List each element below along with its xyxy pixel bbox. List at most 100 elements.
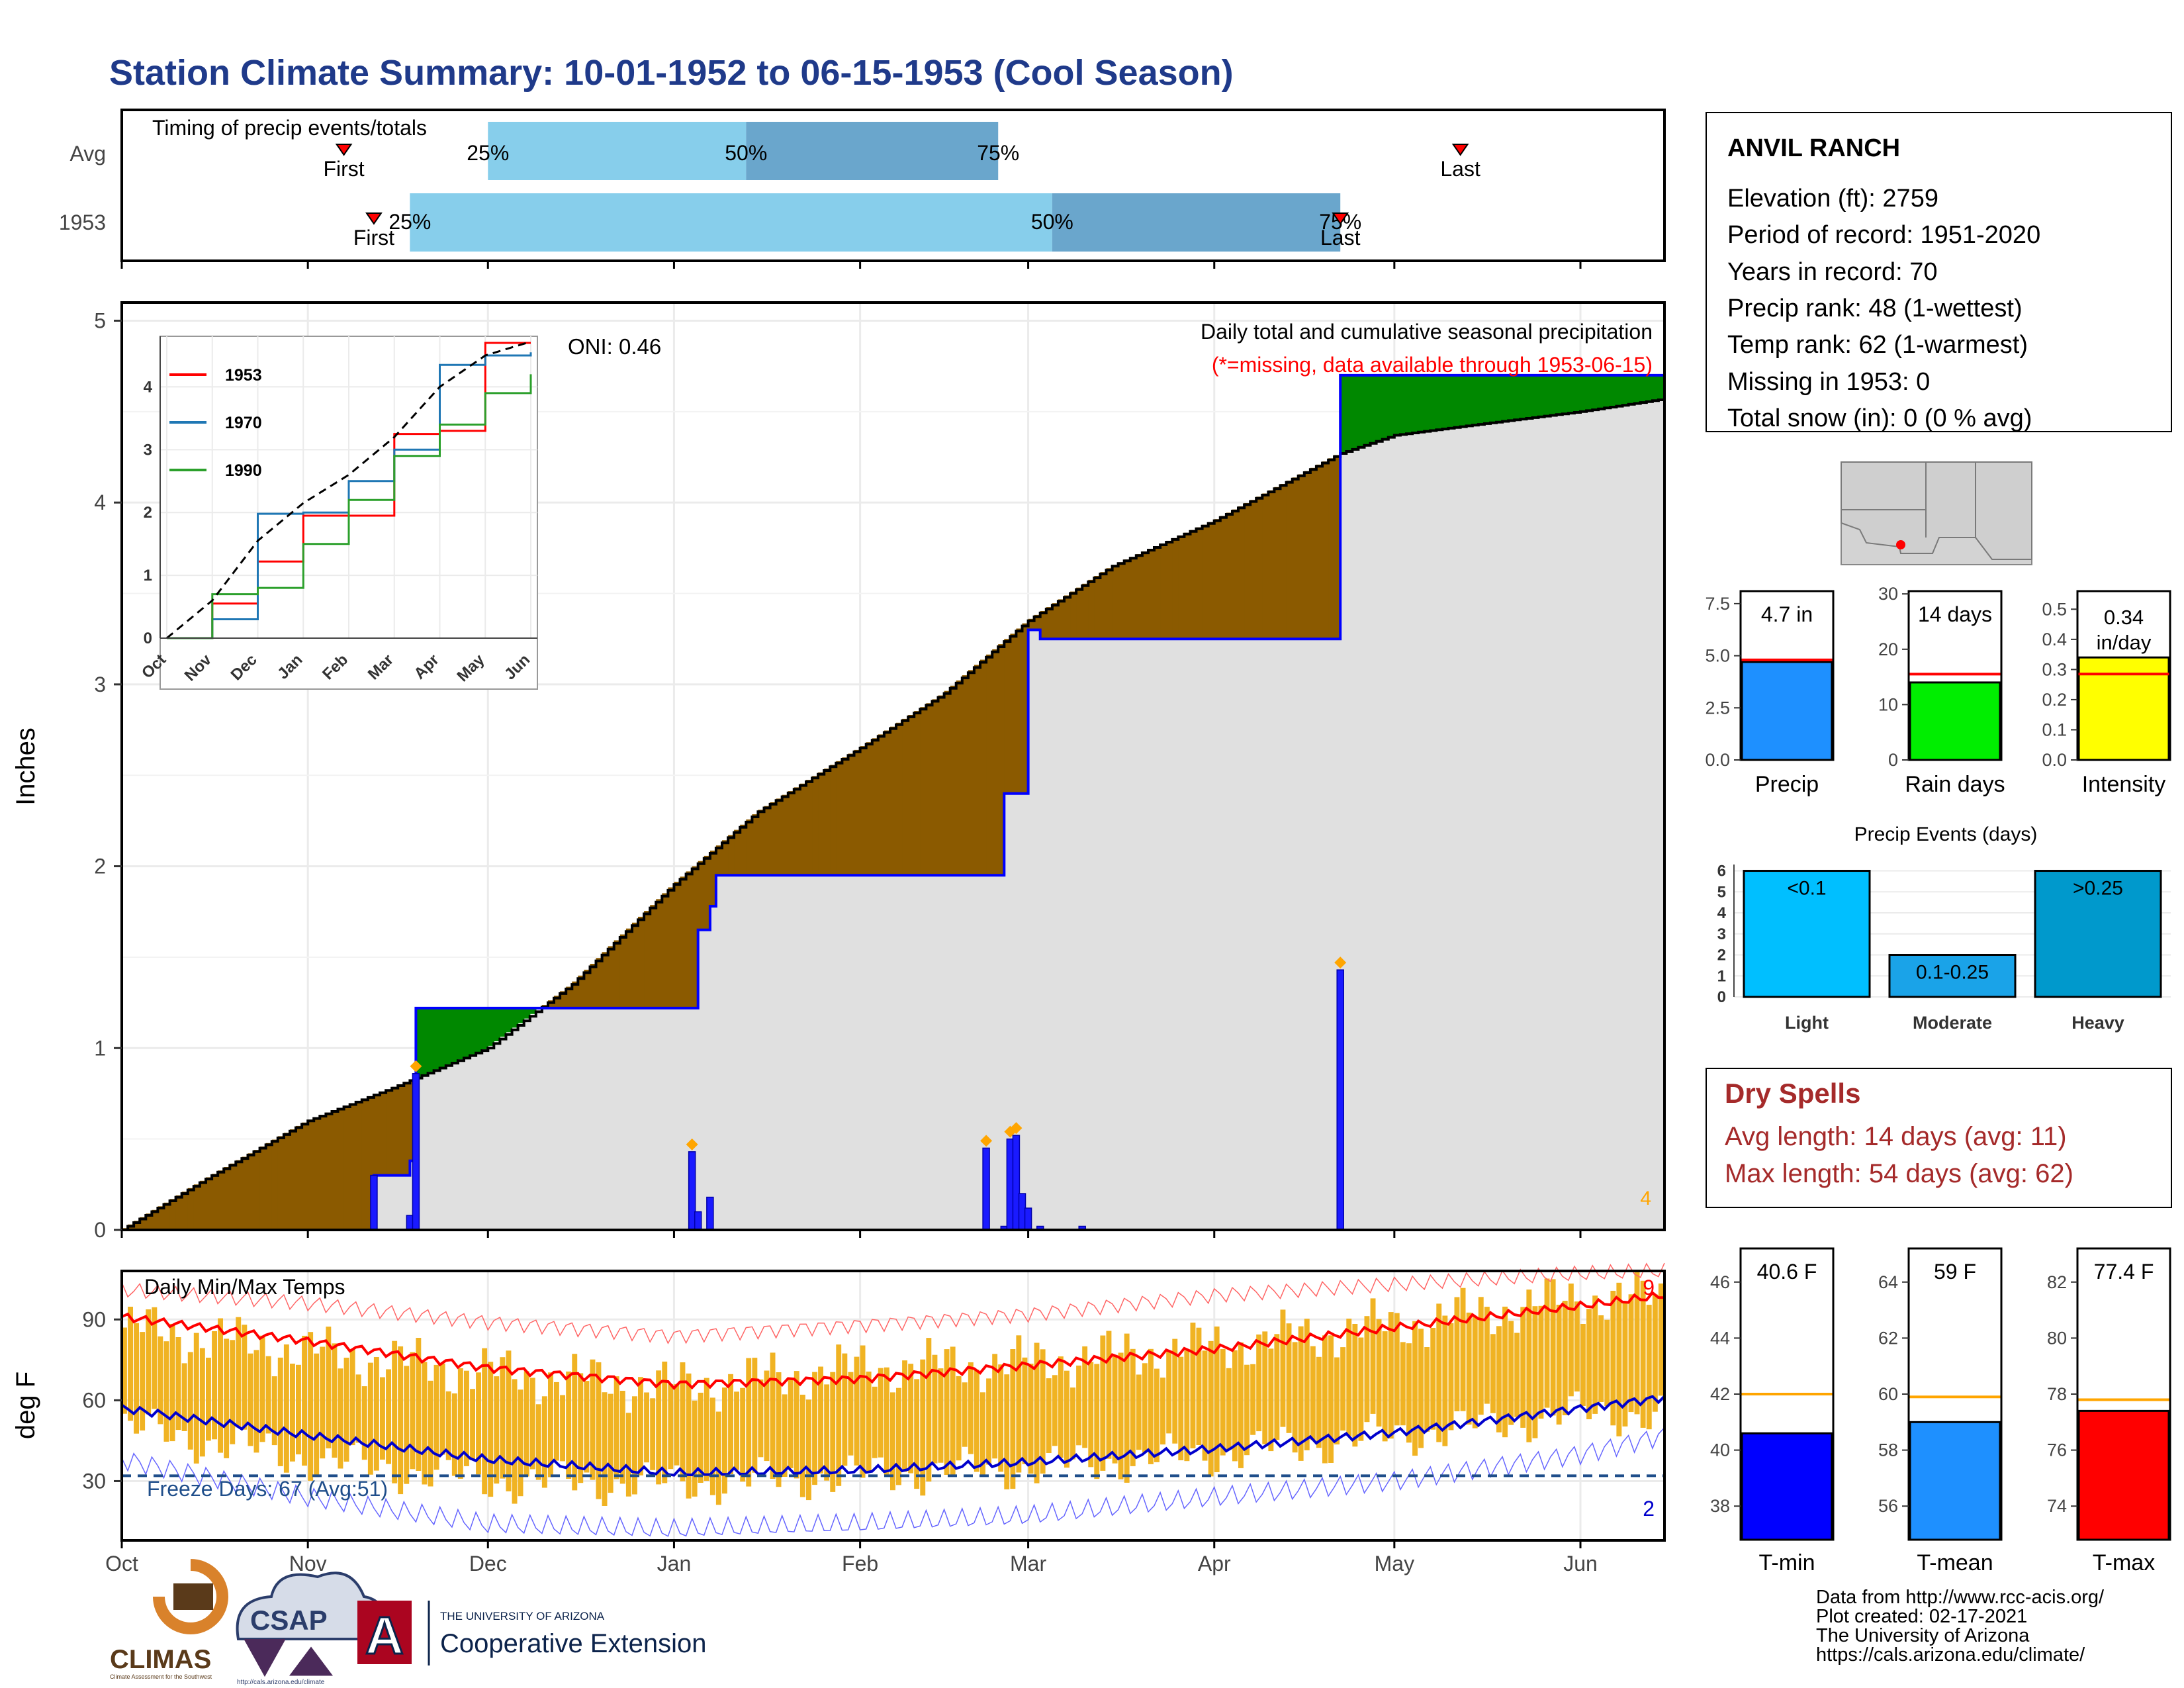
daily-temp-bar	[308, 1332, 314, 1481]
daily-temp-bar	[680, 1362, 686, 1481]
precip-surplus-area	[433, 1008, 441, 1070]
precip-surplus-area	[1376, 375, 1383, 441]
precip-deficit-area	[860, 746, 867, 876]
precip-count-label: 4	[1640, 1188, 1651, 1209]
daily-temp-bar	[1412, 1321, 1418, 1456]
daily-temp-bar	[1442, 1315, 1448, 1446]
daily-temp-bar	[1280, 1309, 1286, 1427]
precip-y-tick-label: 0	[94, 1218, 106, 1242]
precip-deficit-area	[932, 699, 939, 876]
precip-deficit-area	[734, 829, 741, 876]
daily-temp-bar	[373, 1357, 379, 1471]
precip-deficit-area	[392, 1086, 398, 1176]
daily-temp-bar	[1334, 1357, 1340, 1445]
daily-temp-bar	[1496, 1326, 1502, 1432]
daily-temp-bar	[1256, 1335, 1262, 1432]
precip-surplus-area	[500, 1008, 507, 1037]
cumulative-1953-line	[122, 373, 1664, 1231]
daily-temp-bar	[686, 1373, 692, 1499]
daily-temp-bar	[1100, 1335, 1106, 1471]
timing-bar-25-50	[410, 193, 1052, 252]
precip-surplus-area	[1532, 375, 1539, 418]
ua-block-a-icon	[357, 1601, 412, 1664]
daily-temp-bar	[380, 1377, 385, 1460]
daily-temp-bar	[1232, 1350, 1238, 1462]
daily-temp-bar	[698, 1392, 704, 1483]
daily-temp-bar	[650, 1398, 656, 1470]
precip-surplus-area	[1484, 375, 1491, 424]
precip-deficit-area	[896, 722, 903, 876]
precip-deficit-area	[1094, 576, 1101, 639]
daily-temp-bar	[1292, 1342, 1298, 1453]
precip-deficit-area	[902, 718, 909, 876]
precip-deficit-area	[590, 964, 597, 1008]
precip-deficit-area	[1064, 595, 1071, 639]
precip-deficit-area	[1154, 546, 1161, 639]
daily-temp-bar	[146, 1309, 152, 1415]
precip-surplus-area	[1442, 375, 1449, 429]
daily-temp-bar	[602, 1392, 608, 1506]
daily-temp-bar	[1118, 1352, 1124, 1479]
precip-panel-frame	[120, 301, 1666, 1231]
daily-temp-bar	[1364, 1316, 1370, 1423]
precip-deficit-area	[770, 802, 777, 876]
daily-temp-bar	[644, 1392, 649, 1463]
precip-surplus-area	[523, 1008, 531, 1019]
timing-row-avg-label: Avg	[69, 142, 106, 165]
timing-panel-label: Timing of precip events/totals	[152, 116, 427, 140]
precip-deficit-area	[644, 911, 651, 1008]
precip-deficit-area	[1022, 623, 1029, 794]
precip-deficit-area	[1148, 549, 1155, 639]
daily-temp-bar	[728, 1374, 733, 1474]
month-tick-label: Mar	[1010, 1552, 1046, 1575]
daily-temp-bar	[296, 1364, 301, 1455]
precip-deficit-area	[758, 810, 765, 876]
station-missing: Missing in 1953: 0	[1727, 368, 1930, 396]
precip-deficit-area	[794, 787, 801, 876]
stat-category-label: T-min	[1759, 1550, 1815, 1575]
daily-precip-bar	[1336, 969, 1344, 1231]
precip-deficit-area	[974, 665, 981, 876]
daily-temp-bar	[1520, 1307, 1526, 1428]
daily-temp-bar	[794, 1371, 799, 1479]
precip-event-marker	[1010, 1122, 1023, 1135]
precip-surplus-area	[1628, 375, 1635, 404]
precip-surplus-area	[1502, 375, 1509, 421]
precip-deficit-area	[1040, 611, 1047, 639]
stat-chart-t-mean: 56 58 60 62 64 59 F T-mean	[1878, 1247, 2003, 1575]
temp-y-tick-label: 60	[82, 1388, 106, 1412]
stat-y-tick-label: 0.0	[1705, 750, 1730, 770]
precip-surplus-area	[1550, 375, 1557, 415]
csap-mountain-icon	[244, 1638, 333, 1677]
events-y-tick-label: 4	[1717, 904, 1727, 922]
daily-temp-bar	[199, 1348, 205, 1457]
precip-deficit-area	[199, 1180, 206, 1230]
precip-deficit-area	[548, 1000, 555, 1008]
precip-y-tick-label: 1	[94, 1036, 106, 1060]
daily-temp-bar	[914, 1379, 920, 1489]
precip-deficit-area	[1160, 543, 1167, 639]
daily-temp-bar	[433, 1364, 439, 1470]
precip-deficit-area	[1004, 639, 1011, 794]
daily-temp-bar	[428, 1380, 433, 1487]
precip-deficit-area	[302, 1122, 308, 1230]
precip-deficit-area	[656, 899, 662, 1008]
stat-chart-t-min: 38 40 42 44 46 40.6 F T-min	[1710, 1247, 1835, 1575]
daily-temp-bar	[343, 1358, 349, 1462]
precip-deficit-area	[386, 1089, 392, 1176]
csap-logo-text: CSAP	[250, 1605, 328, 1636]
stat-y-tick-label: 40	[1710, 1440, 1730, 1460]
daily-temp-bar	[1628, 1294, 1634, 1413]
event-range-label: 0.1-0.25	[1916, 962, 1989, 984]
precip-deficit-area	[242, 1156, 249, 1230]
daily-temp-bar	[638, 1377, 643, 1476]
credit-line-university: The University of Arizona	[1816, 1625, 2030, 1646]
month-tick-label: Feb	[842, 1552, 878, 1575]
precip-deficit-area	[872, 738, 879, 876]
timing-last-marker	[1451, 144, 1469, 156]
precip-surplus-area	[470, 1008, 477, 1055]
daily-temp-bar	[1556, 1305, 1562, 1425]
daily-temp-bar	[457, 1368, 463, 1479]
